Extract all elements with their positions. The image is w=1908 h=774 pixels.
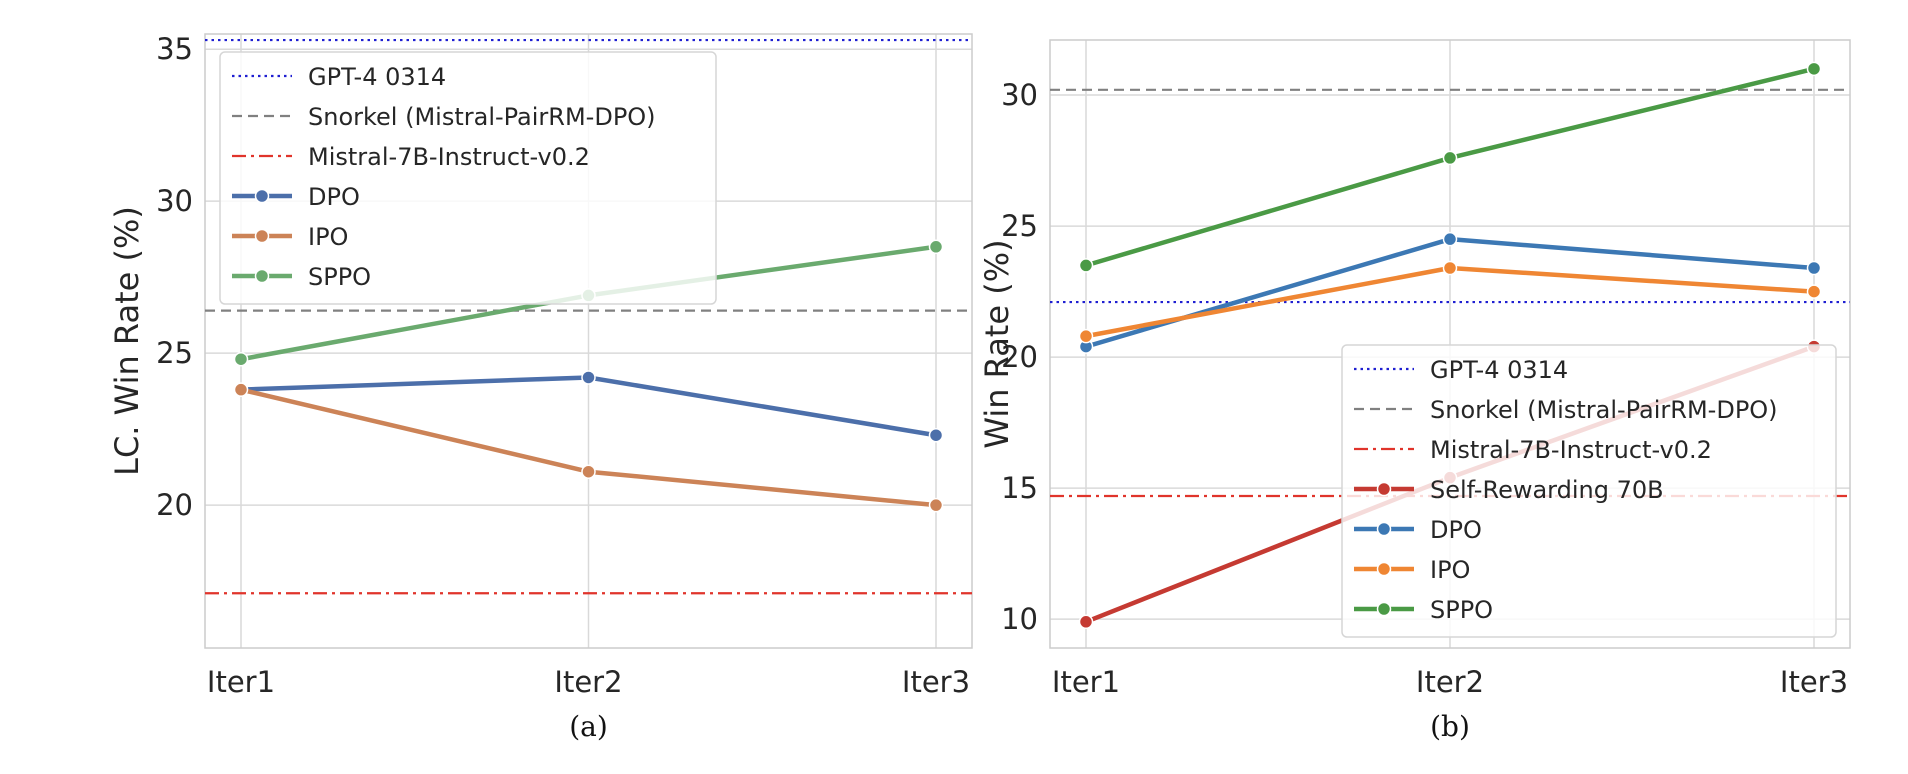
legend-marker	[1376, 601, 1392, 617]
legend-marker	[254, 268, 270, 284]
y-tick-label: 10	[1001, 602, 1038, 636]
y-tick-label: 35	[156, 32, 193, 66]
data-point	[1442, 260, 1458, 276]
data-point	[1442, 150, 1458, 166]
x-tick-label: Iter1	[1052, 665, 1120, 699]
data-point	[581, 464, 596, 479]
legend-label: Snorkel (Mistral-PairRM-DPO)	[1430, 396, 1778, 424]
plot-frame	[204, 33, 973, 649]
x-tick-label: Iter1	[207, 665, 275, 699]
y-tick-label: 30	[1001, 78, 1038, 112]
data-point	[1442, 231, 1458, 247]
legend-label: IPO	[1430, 556, 1470, 584]
legend-marker	[254, 228, 270, 244]
panel-caption: (b)	[1430, 710, 1470, 743]
legend-box	[219, 51, 717, 305]
legend-label: GPT-4 0314	[308, 63, 446, 91]
data-point	[1806, 284, 1822, 299]
data-point	[1806, 260, 1822, 276]
legend-marker	[1376, 521, 1392, 537]
chart-panel-a: 20 25 30 35 Iter1 Iter2 Iter3 LC. Win Rate (%) G…	[108, 32, 973, 743]
data-point	[928, 239, 944, 255]
x-tick-label: Iter3	[902, 665, 970, 699]
chart-panel-b: 10 15 20 25 30 Iter1 Iter2 Iter3 Win Rate (%) GPT…	[978, 39, 1851, 743]
data-point	[581, 370, 596, 385]
y-tick-label: 20	[156, 488, 193, 522]
legend-marker	[254, 188, 270, 204]
legend-box	[1341, 344, 1837, 638]
y-axis-label: LC. Win Rate (%)	[108, 206, 146, 476]
legend-label: IPO	[308, 223, 348, 251]
legend-marker	[1376, 481, 1392, 497]
data-point	[1078, 328, 1094, 344]
data-point	[1078, 614, 1094, 630]
x-tick-label: Iter2	[1416, 665, 1484, 699]
y-tick-label: 25	[1001, 209, 1038, 243]
y-tick-label: 20	[1001, 340, 1038, 374]
data-point	[928, 427, 944, 443]
legend-label: Snorkel (Mistral-PairRM-DPO)	[308, 103, 656, 131]
data-point	[233, 382, 249, 397]
data-point	[1806, 61, 1822, 77]
plot-frame	[1049, 39, 1851, 649]
y-tick-label: 15	[1001, 471, 1038, 505]
legend-label: SPPO	[308, 263, 371, 291]
legend-marker	[1376, 561, 1392, 577]
y-tick-label: 30	[156, 184, 193, 218]
y-tick-label: 25	[156, 336, 193, 370]
legend-label: DPO	[1430, 516, 1482, 544]
panel-caption: (a)	[569, 710, 608, 743]
legend-label: Mistral-7B-Instruct-v0.2	[308, 143, 590, 171]
legend-label: Self-Rewarding 70B	[1430, 476, 1664, 504]
legend-label: SPPO	[1430, 596, 1493, 624]
y-axis-label: Win Rate (%)	[978, 239, 1016, 448]
data-point	[233, 351, 249, 367]
legend-label: DPO	[308, 183, 360, 211]
x-tick-label: Iter2	[554, 665, 622, 699]
legend-label: GPT-4 0314	[1430, 356, 1568, 384]
legend-label: Mistral-7B-Instruct-v0.2	[1430, 436, 1712, 464]
data-point	[928, 497, 944, 513]
data-point	[1078, 258, 1094, 273]
x-tick-label: Iter3	[1780, 665, 1848, 699]
